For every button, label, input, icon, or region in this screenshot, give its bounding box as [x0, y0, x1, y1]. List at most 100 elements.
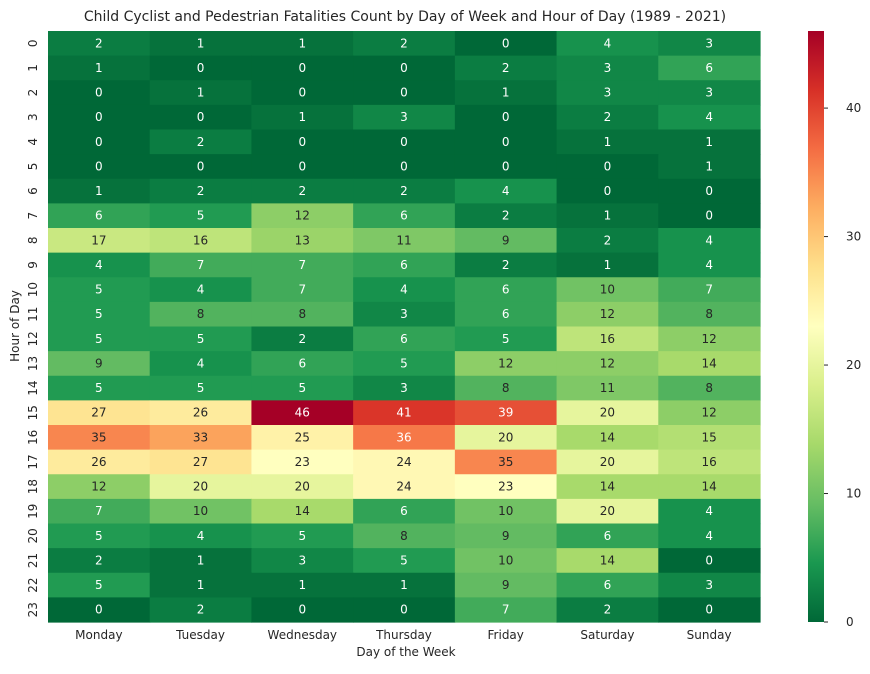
- heatmap-cell: [251, 351, 354, 377]
- cell-value-label: 2: [95, 553, 103, 567]
- heatmap-cell: [556, 400, 659, 426]
- x-tick-label: Friday: [488, 628, 524, 642]
- heatmap-cell: [48, 375, 151, 401]
- x-tick-label: Thursday: [375, 628, 432, 642]
- colorbar-tick-label: 30: [846, 230, 861, 244]
- cell-value-label: 4: [705, 233, 713, 247]
- heatmap-cell: [251, 129, 354, 155]
- heatmap-cell: [556, 498, 659, 525]
- heatmap-cell: [454, 449, 558, 475]
- heatmap-cell: [353, 252, 456, 278]
- heatmap-cell: [353, 548, 456, 574]
- heatmap-cell: [454, 548, 558, 574]
- heatmap-cell: [658, 301, 761, 328]
- heatmap-cell: [251, 228, 354, 254]
- heatmap-cell: [556, 80, 659, 106]
- heatmap-cell: [251, 203, 354, 229]
- heatmap-cell: [251, 375, 354, 401]
- cell-value-label: 6: [298, 356, 306, 370]
- cell-value-label: 0: [95, 603, 103, 617]
- y-tick-label: 6: [26, 187, 40, 195]
- cell-value-label: 1: [197, 578, 205, 592]
- heatmap-cell: [658, 375, 761, 401]
- cell-value-label: 0: [705, 603, 713, 617]
- heatmap-cell: [149, 375, 253, 401]
- heatmap-cell: [149, 351, 253, 377]
- heatmap-cell: [149, 449, 253, 475]
- heatmap-cell: [658, 80, 761, 106]
- heatmap-cell: [658, 252, 761, 278]
- heatmap-cell: [556, 203, 659, 229]
- cell-value-label: 5: [95, 578, 103, 592]
- heatmap-cell: [251, 277, 354, 303]
- cell-value-label: 0: [197, 61, 205, 75]
- cell-value-label: 3: [604, 86, 612, 100]
- cell-value-label: 14: [701, 480, 716, 494]
- cell-value-label: 6: [400, 209, 408, 223]
- cell-value-label: 11: [396, 233, 411, 247]
- y-tick-label: 12: [26, 331, 40, 346]
- heatmap-cell: [251, 55, 354, 81]
- heatmap-cell: [48, 474, 151, 500]
- heatmap-cell: [556, 301, 659, 328]
- cell-value-label: 6: [604, 578, 612, 592]
- cell-value-label: 23: [295, 455, 310, 469]
- y-tick-label: 22: [26, 577, 40, 592]
- heatmap-cell: [454, 80, 558, 106]
- cell-value-label: 0: [400, 61, 408, 75]
- cell-value-label: 15: [701, 430, 716, 444]
- heatmap-cell: [149, 252, 253, 278]
- cell-value-label: 11: [600, 381, 615, 395]
- heatmap-cell: [556, 277, 659, 303]
- cell-value-label: 20: [193, 480, 208, 494]
- heatmap-cell: [658, 597, 761, 623]
- cell-value-label: 20: [600, 406, 615, 420]
- heatmap-cell: [251, 474, 354, 500]
- cell-value-label: 12: [600, 307, 615, 321]
- cell-value-label: 25: [295, 430, 310, 444]
- cell-value-label: 5: [400, 553, 408, 567]
- heatmap-cell: [556, 523, 659, 549]
- heatmap-cell: [48, 178, 151, 204]
- heatmap-cell: [251, 400, 354, 426]
- heatmap-cell: [48, 154, 151, 180]
- x-tick-label: Monday: [75, 628, 122, 642]
- cell-value-label: 2: [197, 135, 205, 149]
- heatmap-cell: [454, 474, 558, 500]
- cell-value-label: 0: [400, 603, 408, 617]
- y-tick-label: 2: [26, 89, 40, 97]
- heatmap-cell: [251, 498, 354, 525]
- cell-value-label: 2: [400, 184, 408, 198]
- heatmap-cell: [454, 597, 558, 623]
- heatmap-cell: [454, 228, 558, 254]
- cell-value-label: 24: [396, 455, 411, 469]
- cell-value-label: 12: [91, 480, 106, 494]
- heatmap-cell: [556, 375, 659, 401]
- heatmap-cell: [251, 80, 354, 106]
- heatmap-cell: [353, 400, 456, 426]
- heatmap-cell: [556, 55, 659, 81]
- cell-value-label: 4: [400, 283, 408, 297]
- y-tick-label: 3: [26, 113, 40, 121]
- cell-value-label: 8: [705, 307, 713, 321]
- heatmap-cell: [149, 523, 253, 549]
- heatmap-cell: [556, 548, 659, 574]
- colorbar-ticks: 0 10 20 30 40: [824, 101, 861, 629]
- heatmap-cell: [48, 326, 151, 352]
- cell-value-label: 12: [498, 356, 513, 370]
- cell-value-label: 0: [502, 36, 510, 50]
- cell-value-label: 12: [701, 406, 716, 420]
- y-tick-label: 9: [26, 261, 40, 269]
- heatmap-cell: [454, 104, 558, 131]
- cell-value-label: 10: [498, 504, 513, 518]
- heatmap-cell: [48, 31, 151, 57]
- cell-value-label: 20: [498, 430, 513, 444]
- y-tick-label: 18: [26, 479, 40, 494]
- cell-value-label: 10: [600, 283, 615, 297]
- cell-value-label: 1: [604, 135, 612, 149]
- y-tick-label: 11: [26, 307, 40, 322]
- cell-value-label: 1: [502, 86, 510, 100]
- cell-value-label: 7: [298, 283, 306, 297]
- heatmap-cell: [149, 104, 253, 131]
